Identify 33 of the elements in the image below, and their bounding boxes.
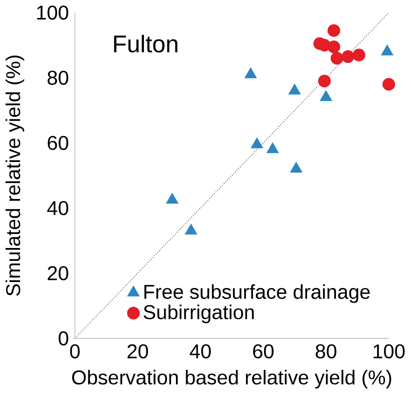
x-tick-label: 40 — [190, 344, 211, 358]
point — [288, 84, 301, 94]
point — [328, 40, 340, 54]
point — [250, 138, 264, 148]
point — [382, 78, 396, 91]
y-tick-label: 0 — [58, 331, 68, 346]
point — [184, 224, 198, 235]
x-tick-label: 0 — [70, 344, 80, 358]
y-axis-title: Simulated relative yield (%) — [6, 56, 24, 296]
point — [266, 142, 279, 154]
point — [320, 90, 332, 101]
legend-label: Subirrigation — [144, 304, 254, 324]
point — [342, 50, 354, 63]
x-axis-title: Observation based relative yield (%) — [72, 370, 392, 388]
y-tick-label: 80 — [48, 70, 68, 85]
point — [352, 48, 366, 62]
y-tick-label: 20 — [48, 266, 68, 280]
x-tick-label: 60 — [253, 344, 274, 358]
point — [318, 74, 331, 88]
legend-label: Free subsurface drainage — [144, 284, 370, 303]
x-tick-label: 100 — [374, 344, 405, 358]
y-tick-label: 100 — [37, 6, 68, 20]
text: Fulton — [114, 34, 178, 52]
y-tick-label: 40 — [47, 200, 68, 216]
x-tick-label: 20 — [128, 344, 148, 358]
point — [330, 52, 344, 65]
point — [166, 192, 178, 204]
point — [381, 44, 394, 56]
y-tick-label: 60 — [48, 136, 68, 150]
point — [290, 162, 302, 173]
point — [244, 68, 257, 78]
x-tick-label: 80 — [316, 344, 336, 358]
point — [328, 24, 340, 37]
